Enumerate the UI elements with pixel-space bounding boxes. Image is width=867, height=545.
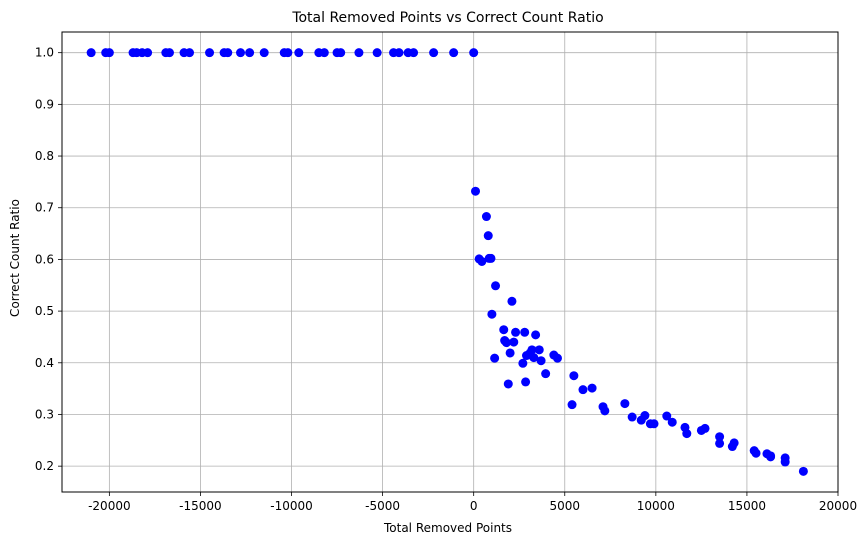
data-point (490, 353, 500, 363)
data-point (104, 48, 114, 58)
y-tick-label: 0.6 (35, 252, 54, 266)
x-tick-label: 10000 (637, 499, 675, 513)
data-point (486, 253, 496, 263)
data-point (649, 419, 659, 429)
data-point (409, 48, 419, 58)
data-point (283, 48, 293, 58)
data-point (185, 48, 195, 58)
data-point (536, 356, 546, 366)
data-point (354, 48, 364, 58)
data-point (531, 330, 541, 340)
plot-frame (61, 31, 839, 493)
data-point (223, 48, 233, 58)
data-point (534, 345, 544, 355)
data-point (518, 358, 528, 368)
data-point (259, 48, 269, 58)
x-axis-ticks: -20000 -15000 -10000 -5000 0 5000 10000 15000 20… (88, 492, 857, 513)
grid-lines (62, 32, 839, 492)
data-point (491, 281, 501, 291)
y-axis-label: Correct Count Ratio (8, 199, 22, 317)
data-point (627, 412, 637, 422)
data-point (640, 411, 650, 421)
data-point (729, 438, 739, 448)
data-point (471, 186, 481, 196)
data-point (503, 379, 513, 389)
data-point (164, 48, 174, 58)
data-point (600, 406, 610, 416)
data-point (505, 348, 515, 358)
data-point (569, 371, 579, 381)
x-tick-label: -5000 (365, 499, 400, 513)
data-point (469, 48, 479, 58)
data-point (662, 411, 672, 421)
data-point (798, 466, 808, 476)
data-points (86, 48, 808, 476)
data-point (529, 353, 539, 363)
data-point (245, 48, 255, 58)
data-point (205, 48, 215, 58)
x-tick-label: -15000 (179, 499, 222, 513)
chart-title: Total Removed Points vs Correct Count Ra… (291, 10, 603, 26)
data-point (294, 48, 304, 58)
data-point (449, 48, 459, 58)
y-axis-ticks: 0.2 0.3 0.4 0.5 0.6 0.7 0.8 0.9 1.0 (35, 46, 62, 473)
data-point (507, 296, 517, 306)
x-tick-label: 20000 (819, 499, 857, 513)
y-tick-label: 0.2 (35, 459, 54, 473)
data-point (751, 448, 761, 458)
data-point (429, 48, 439, 58)
data-point (527, 345, 537, 355)
data-point (715, 432, 725, 442)
x-axis-label: Total Removed Points (383, 521, 512, 535)
data-point (578, 385, 588, 395)
data-point (541, 369, 551, 379)
data-point (552, 353, 562, 363)
x-tick-label: -20000 (88, 499, 131, 513)
data-point (715, 438, 725, 448)
data-point (372, 48, 382, 58)
data-point (682, 429, 692, 439)
data-point (477, 256, 487, 266)
data-point (143, 48, 153, 58)
y-tick-label: 0.4 (35, 356, 54, 370)
y-tick-label: 0.8 (35, 149, 54, 163)
data-point (567, 400, 577, 410)
data-point (86, 48, 96, 58)
y-tick-label: 0.7 (35, 201, 54, 215)
x-tick-label: 5000 (549, 499, 580, 513)
data-point (700, 423, 710, 433)
data-point (487, 309, 497, 319)
data-point (394, 48, 404, 58)
data-point (499, 325, 509, 335)
data-point (521, 377, 531, 387)
data-point (620, 399, 630, 409)
data-point (236, 48, 246, 58)
data-point (667, 417, 677, 427)
y-tick-label: 1.0 (35, 46, 54, 60)
data-point (483, 231, 493, 241)
data-point (501, 338, 511, 348)
data-point (509, 337, 519, 347)
data-point (511, 327, 521, 337)
x-tick-label: -10000 (270, 499, 313, 513)
y-tick-label: 0.9 (35, 97, 54, 111)
data-point (336, 48, 346, 58)
data-point (766, 452, 776, 462)
x-tick-label: 15000 (728, 499, 766, 513)
data-point (780, 453, 790, 463)
data-point (319, 48, 329, 58)
data-point (587, 383, 597, 393)
data-point (481, 212, 491, 222)
y-tick-label: 0.5 (35, 304, 54, 318)
x-tick-label: 0 (470, 499, 478, 513)
y-tick-label: 0.3 (35, 407, 54, 421)
data-point (520, 327, 530, 337)
